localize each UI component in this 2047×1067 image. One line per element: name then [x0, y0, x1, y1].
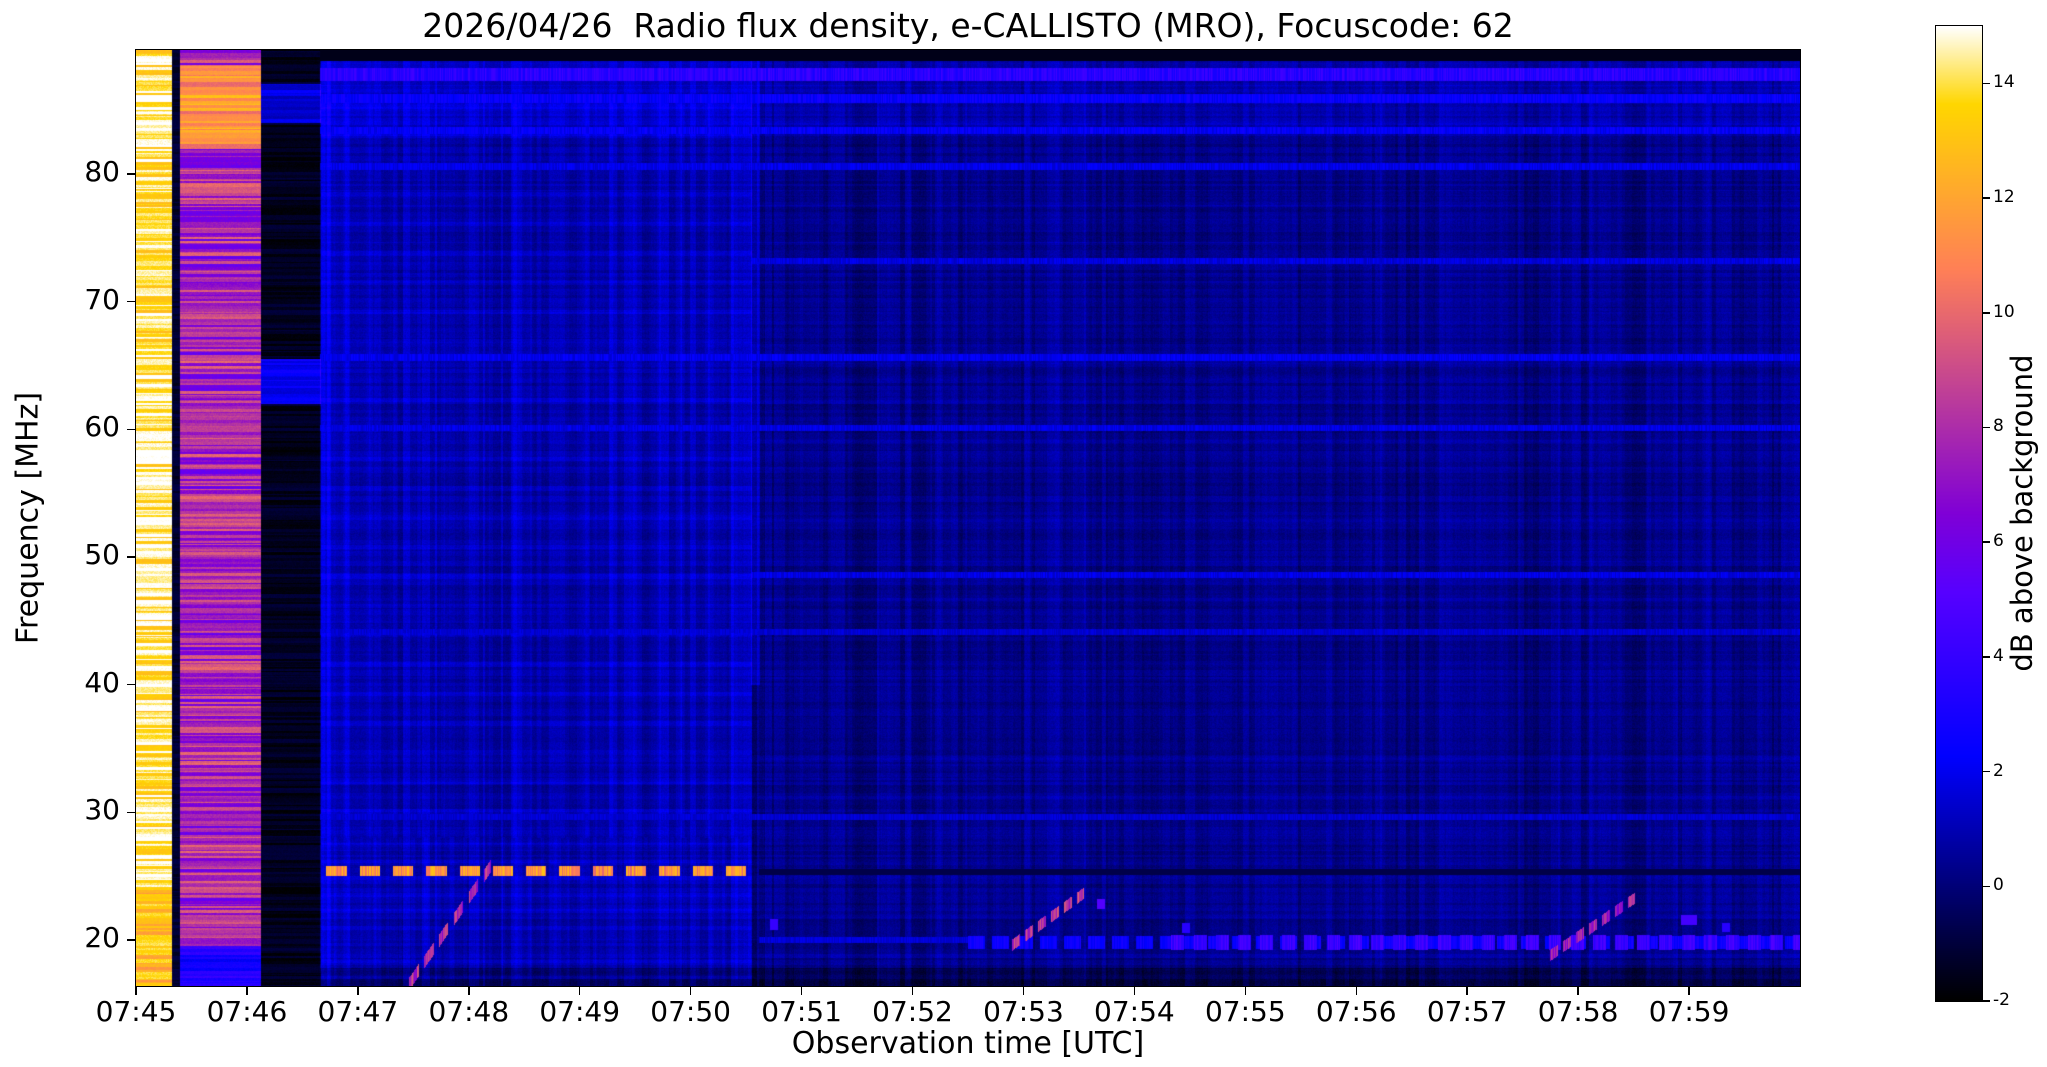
colorbar-tick-label: 14 — [1993, 72, 2015, 93]
x-tick — [1466, 987, 1468, 995]
y-tick — [127, 428, 135, 430]
x-tick-label: 07:58 — [1537, 995, 1619, 1028]
x-tick — [246, 987, 248, 995]
colorbar-tick-label: 8 — [1993, 416, 2004, 437]
colorbar-tick — [1983, 541, 1990, 543]
colorbar-tick — [1983, 770, 1990, 773]
x-tick — [468, 987, 470, 995]
y-tick-label: 30 — [84, 793, 120, 827]
x-tick-label: 07:45 — [95, 995, 177, 1028]
colorbar-tick-label: 10 — [1993, 301, 2015, 322]
y-tick — [127, 683, 135, 686]
colorbar-gradient — [1936, 26, 1982, 1001]
x-tick-label: 07:53 — [983, 995, 1064, 1028]
x-tick-label: 07:47 — [317, 995, 399, 1028]
colorbar-tick — [1983, 82, 1990, 85]
x-tick-label: 07:59 — [1648, 995, 1730, 1028]
y-tick-label: 40 — [84, 665, 120, 699]
x-tick-label: 07:50 — [650, 995, 731, 1028]
colorbar-tick-label: 0 — [1993, 875, 2004, 896]
x-tick — [578, 987, 581, 995]
colorbar-tick — [1983, 885, 1990, 888]
y-tick — [127, 556, 135, 558]
colorbar-tick-label: 4 — [1993, 645, 2004, 666]
x-tick — [1355, 987, 1358, 995]
y-tick-label: 70 — [84, 282, 120, 316]
x-tick-label: 07:51 — [761, 995, 842, 1028]
y-tick-label: 20 — [84, 921, 120, 955]
x-tick-label: 07:48 — [428, 995, 510, 1028]
spectrogram-heatmap — [136, 50, 1800, 986]
y-tick — [127, 300, 135, 303]
x-tick — [689, 987, 692, 995]
y-tick-label: 80 — [84, 154, 120, 188]
x-tick — [1133, 987, 1136, 995]
colorbar-tick — [1983, 312, 1990, 314]
x-tick-label: 07:54 — [1094, 995, 1175, 1028]
x-tick — [1022, 987, 1025, 995]
x-tick — [911, 987, 914, 995]
x-tick — [800, 987, 803, 995]
x-tick — [1688, 987, 1690, 995]
x-tick-label: 07:55 — [1204, 995, 1286, 1028]
colorbar-tick-label: 2 — [1993, 760, 2004, 781]
colorbar-tick-label: -2 — [1993, 990, 2010, 1010]
x-tick-label: 07:46 — [206, 995, 288, 1028]
colorbar-tick — [1983, 197, 1990, 199]
colorbar-label: dB above background — [2005, 354, 2039, 672]
y-tick-label: 50 — [84, 537, 120, 571]
x-axis-label: Observation time [UTC] — [791, 1026, 1145, 1061]
y-tick — [127, 939, 135, 941]
colorbar-tick-label: 12 — [1993, 187, 2015, 208]
colorbar-tick — [1983, 1000, 1990, 1002]
y-tick-label: 60 — [84, 410, 120, 444]
x-tick-label: 07:57 — [1426, 995, 1508, 1028]
y-tick — [127, 811, 135, 814]
x-tick — [1577, 987, 1579, 995]
chart-title: 2026/04/26 Radio flux density, e-CALLIST… — [422, 6, 1514, 45]
colorbar-tick — [1983, 426, 1990, 429]
colorbar-tick-label: 6 — [1993, 531, 2004, 552]
x-tick-label: 07:56 — [1315, 995, 1397, 1028]
x-tick-label: 07:52 — [872, 995, 953, 1028]
x-tick-label: 07:49 — [539, 995, 621, 1028]
x-tick — [357, 987, 359, 995]
x-tick — [1244, 987, 1247, 995]
x-tick — [135, 987, 137, 995]
y-tick — [127, 173, 135, 175]
colorbar-tick — [1983, 656, 1990, 658]
